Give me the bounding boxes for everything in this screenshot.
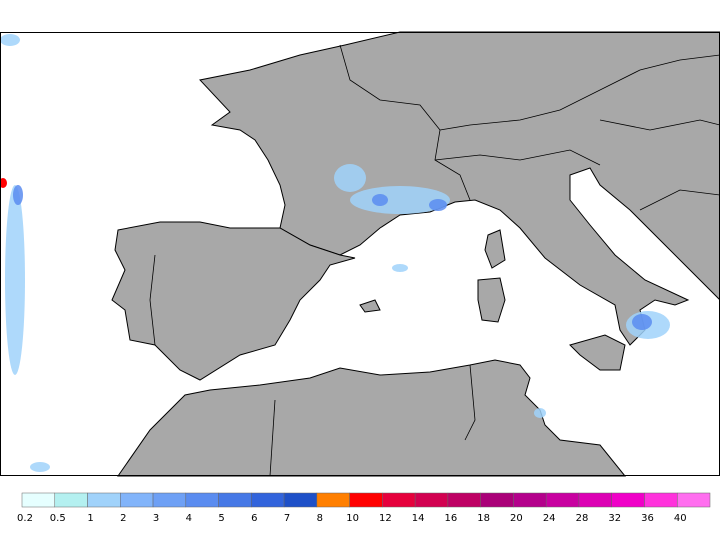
border	[464, 364, 476, 441]
legend-label: 18	[477, 513, 490, 524]
legend-label: 7	[284, 513, 290, 524]
precip-area	[5, 185, 25, 375]
legend-label: 16	[445, 513, 458, 524]
precipitation	[0, 34, 670, 472]
legend-label: 8	[317, 513, 323, 524]
legend-swatch	[120, 492, 154, 508]
legend-swatch	[414, 492, 449, 508]
legend-swatch	[152, 492, 187, 508]
precip-core	[632, 314, 652, 330]
sicily	[569, 334, 626, 371]
legend-swatch	[349, 492, 383, 508]
precip-area	[0, 34, 20, 46]
legend-label: 10	[346, 513, 359, 524]
legend-swatch	[676, 492, 711, 508]
border	[149, 254, 156, 346]
legend-swatch	[578, 492, 612, 508]
legend-label: 14	[412, 513, 425, 524]
precip-area	[30, 462, 50, 472]
legend-swatch	[87, 492, 121, 508]
precip-area	[534, 408, 546, 418]
precip-area	[350, 186, 450, 214]
legend-label: 24	[543, 513, 556, 524]
legend-label: 2	[120, 513, 126, 524]
border	[269, 399, 276, 477]
legend-swatch	[382, 492, 416, 508]
legend: 0.2 0.5 1 2 3 4 5 6 7 8 10 12 14 16 18 20 24 28 32 36 40	[17, 492, 711, 524]
precip-core	[372, 194, 388, 206]
legend-swatch	[545, 492, 580, 508]
legend-swatch	[251, 492, 285, 508]
legend-label: 6	[251, 513, 257, 524]
legend-swatch	[218, 492, 252, 508]
legend-swatch	[21, 492, 56, 508]
iberia	[111, 221, 356, 381]
precip-core	[13, 185, 23, 205]
legend-label: 28	[576, 513, 589, 524]
legend-label: 1	[87, 513, 93, 524]
legend-swatch	[316, 492, 350, 508]
legend-label: 32	[608, 513, 621, 524]
sardinia	[477, 277, 506, 323]
border	[434, 149, 601, 166]
legend-label: 3	[153, 513, 159, 524]
precip-area	[334, 164, 366, 192]
north-africa	[117, 359, 627, 477]
precip-core	[429, 199, 447, 211]
legend-swatch	[447, 492, 481, 508]
border	[439, 54, 720, 131]
legend-swatch	[480, 492, 514, 508]
precip-peak	[0, 178, 7, 188]
map	[0, 31, 720, 477]
legend-label: 36	[641, 513, 654, 524]
legend-label: 12	[379, 513, 392, 524]
legend-label: 0.5	[50, 513, 66, 524]
legend-swatch	[611, 492, 645, 508]
legend-swatch	[513, 492, 547, 508]
legend-swatch	[185, 492, 219, 508]
legend-swatch	[644, 492, 678, 508]
balearics	[359, 299, 381, 313]
precip-area	[392, 264, 408, 272]
legend-label: 5	[218, 513, 224, 524]
legend-swatch	[54, 492, 88, 508]
legend-swatch	[283, 492, 318, 508]
legend-label: 40	[674, 513, 687, 524]
border	[639, 189, 720, 211]
legend-label: 4	[186, 513, 192, 524]
border	[599, 119, 720, 131]
legend-label: 0.2	[17, 513, 33, 524]
legend-label: 20	[510, 513, 523, 524]
border	[339, 44, 471, 201]
corsica	[484, 229, 506, 269]
